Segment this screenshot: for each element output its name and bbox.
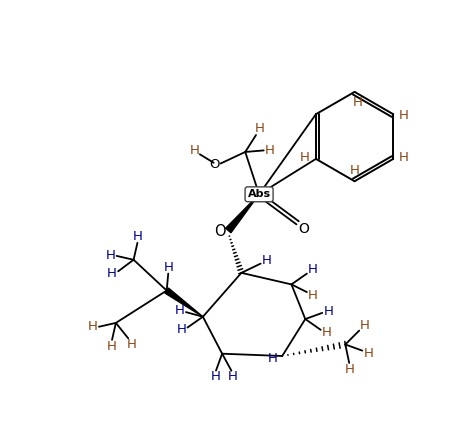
Text: H: H: [176, 324, 186, 336]
Text: H: H: [88, 320, 98, 333]
Text: O: O: [209, 158, 219, 171]
Text: O: O: [214, 224, 226, 239]
Text: H: H: [190, 144, 200, 157]
Text: H: H: [308, 289, 318, 302]
Text: H: H: [360, 320, 370, 332]
Text: H: H: [323, 305, 333, 318]
Text: H: H: [228, 370, 238, 383]
Text: H: H: [106, 249, 116, 263]
Text: H: H: [268, 352, 278, 365]
Text: H: H: [265, 144, 275, 157]
Text: H: H: [364, 347, 374, 360]
Polygon shape: [226, 194, 259, 233]
Text: H: H: [127, 338, 136, 351]
Text: H: H: [133, 230, 142, 243]
Text: Abs: Abs: [247, 189, 271, 199]
Text: H: H: [255, 122, 265, 135]
Text: H: H: [353, 96, 363, 109]
Text: H: H: [345, 363, 355, 376]
Text: H: H: [107, 340, 117, 352]
Text: H: H: [307, 263, 317, 276]
Text: H: H: [210, 370, 220, 383]
Text: H: H: [262, 254, 272, 267]
Text: H: H: [164, 261, 173, 274]
Text: H: H: [300, 151, 310, 164]
Text: O: O: [298, 222, 309, 236]
Text: H: H: [322, 327, 332, 340]
Text: H: H: [350, 164, 359, 177]
Text: H: H: [398, 151, 408, 164]
Polygon shape: [165, 288, 203, 317]
Text: H: H: [398, 109, 408, 122]
Text: H: H: [175, 304, 185, 317]
Text: H: H: [107, 267, 117, 280]
